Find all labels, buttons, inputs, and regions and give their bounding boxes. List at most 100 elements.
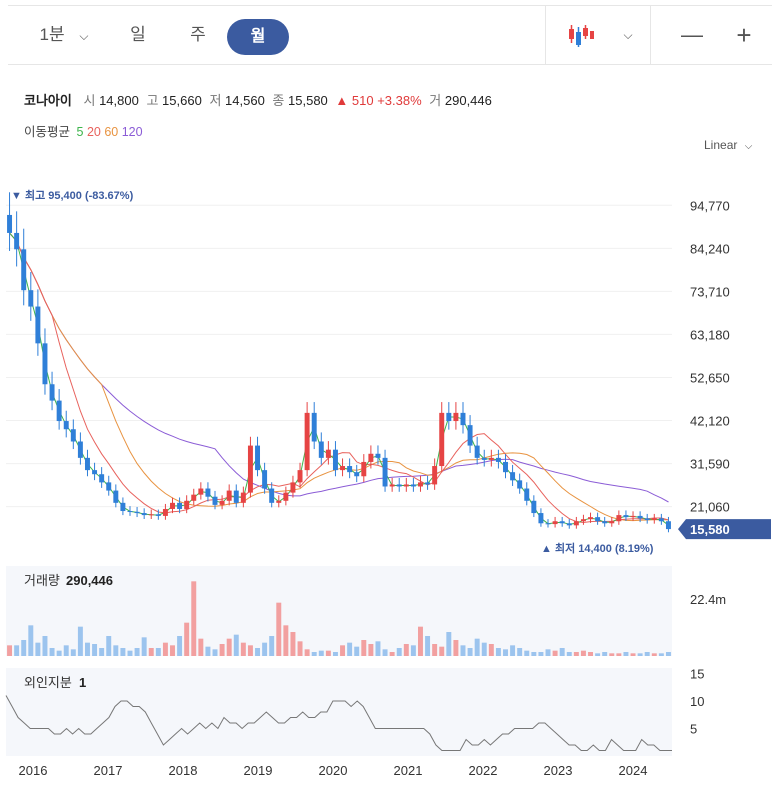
volume-bar bbox=[92, 644, 98, 656]
candle-body bbox=[21, 249, 27, 291]
volume-value: 290,446 bbox=[444, 93, 492, 108]
volume-bar bbox=[63, 645, 69, 656]
volume-bar bbox=[162, 642, 168, 656]
candle-body bbox=[269, 488, 275, 503]
volume-bar bbox=[375, 641, 381, 656]
tab-monthly[interactable]: 월 bbox=[227, 19, 289, 55]
price-tick-label: 63,180 bbox=[690, 327, 730, 342]
candle-body bbox=[616, 515, 622, 522]
candle-body bbox=[545, 523, 551, 525]
candle-body bbox=[49, 384, 55, 401]
volume-bar bbox=[538, 652, 544, 656]
volume-bar bbox=[488, 644, 494, 656]
x-axis-label: 2024 bbox=[619, 763, 648, 778]
candle-body bbox=[517, 480, 523, 489]
price-tick-label: 42,120 bbox=[690, 414, 730, 429]
chart-type-chevron-icon[interactable]: ⌵ bbox=[623, 28, 633, 42]
volume-bar bbox=[531, 652, 537, 656]
volume-bar bbox=[14, 645, 20, 656]
low-marker-label: ▲ 최저 14,400 (8.19%) bbox=[541, 541, 654, 555]
x-axis-label: 2017 bbox=[94, 763, 123, 778]
volume-bar bbox=[106, 636, 112, 656]
volume-bar bbox=[616, 653, 622, 656]
candle-body bbox=[70, 429, 76, 442]
volume-panel-label: 거래량 bbox=[24, 573, 60, 588]
volume-bar bbox=[155, 648, 161, 656]
candle-body bbox=[99, 474, 105, 483]
zoom-out-button[interactable]: — bbox=[681, 22, 703, 47]
volume-bar bbox=[545, 649, 551, 656]
volume-bar bbox=[623, 652, 629, 656]
volume-bar bbox=[432, 644, 438, 656]
volume-bar bbox=[403, 644, 409, 656]
price-tick-label: 84,240 bbox=[690, 241, 730, 256]
price-summary: 코나아이 시 14,800 고 15,660 저 14,560 종 15,580… bbox=[24, 90, 492, 109]
moving-average-legend: 이동평균 5 20 60 120 bbox=[24, 121, 143, 140]
volume-bar bbox=[318, 650, 324, 656]
volume-bar bbox=[425, 636, 431, 656]
ma-5: 5 bbox=[76, 125, 84, 139]
volume-bar bbox=[510, 645, 516, 656]
volume-panel-value: 290,446 bbox=[66, 573, 113, 588]
candlestick-icon[interactable] bbox=[556, 6, 606, 64]
candle-body bbox=[637, 515, 643, 519]
x-axis-label: 2019 bbox=[244, 763, 273, 778]
candle-body bbox=[439, 412, 445, 467]
candle-body bbox=[77, 441, 83, 458]
moving-average-label: 이동평균 bbox=[24, 125, 71, 139]
price-tick-label: 73,710 bbox=[690, 284, 730, 299]
candle-body bbox=[552, 521, 558, 525]
volume-bar bbox=[233, 634, 239, 656]
volume-bar bbox=[573, 652, 579, 656]
candle-body bbox=[410, 484, 416, 487]
volume-bar bbox=[191, 581, 197, 656]
candle-body bbox=[212, 496, 218, 505]
candle-body bbox=[7, 214, 13, 233]
volume-bar bbox=[21, 640, 27, 656]
volume-bar bbox=[332, 652, 338, 656]
volume-bar bbox=[460, 645, 466, 656]
tab-weekly[interactable]: 주 bbox=[190, 25, 206, 44]
candle-body bbox=[467, 425, 473, 446]
volume-bar bbox=[446, 632, 452, 656]
volume-bar bbox=[219, 644, 225, 656]
volume-bar bbox=[517, 648, 523, 656]
candle-body bbox=[602, 521, 608, 524]
volume-bar bbox=[588, 652, 594, 656]
candle-body bbox=[573, 521, 579, 526]
tab-daily[interactable]: 일 bbox=[130, 25, 146, 44]
volume-bar bbox=[7, 645, 13, 656]
volume-bar bbox=[77, 626, 83, 656]
interval-dropdown[interactable]: 1분 ⌵ bbox=[24, 6, 104, 64]
scale-mode-dropdown[interactable]: Linear ⌵ bbox=[704, 138, 752, 152]
candle-body bbox=[538, 513, 544, 524]
volume-bar bbox=[84, 642, 90, 656]
x-axis-label: 2016 bbox=[19, 763, 48, 778]
volume-bar bbox=[602, 652, 608, 656]
volume-bar bbox=[651, 653, 657, 656]
ma-60-line bbox=[9, 232, 669, 522]
candle-body bbox=[120, 502, 126, 512]
ma-120: 120 bbox=[121, 125, 143, 139]
candle-body bbox=[304, 412, 310, 471]
volume-bar bbox=[566, 652, 572, 656]
volume-bar bbox=[127, 650, 133, 656]
candle-body bbox=[113, 490, 119, 503]
volume-bar bbox=[347, 642, 353, 656]
ma-20-line bbox=[9, 232, 669, 524]
zoom-in-button[interactable]: + bbox=[736, 20, 752, 50]
candle-body bbox=[177, 502, 183, 509]
candle-body bbox=[184, 500, 190, 509]
volume-bar bbox=[524, 650, 530, 656]
candle-body bbox=[488, 457, 494, 460]
low-value: 14,560 bbox=[225, 93, 265, 108]
candle-body bbox=[63, 421, 69, 430]
volume-bar bbox=[269, 636, 275, 656]
volume-bar bbox=[389, 652, 395, 656]
candle-body bbox=[162, 508, 168, 516]
volume-bar bbox=[134, 648, 140, 656]
interval-label: 1분 bbox=[39, 25, 65, 44]
volume-bar bbox=[148, 648, 154, 656]
candle-body bbox=[240, 492, 246, 503]
candle-body bbox=[382, 457, 388, 487]
